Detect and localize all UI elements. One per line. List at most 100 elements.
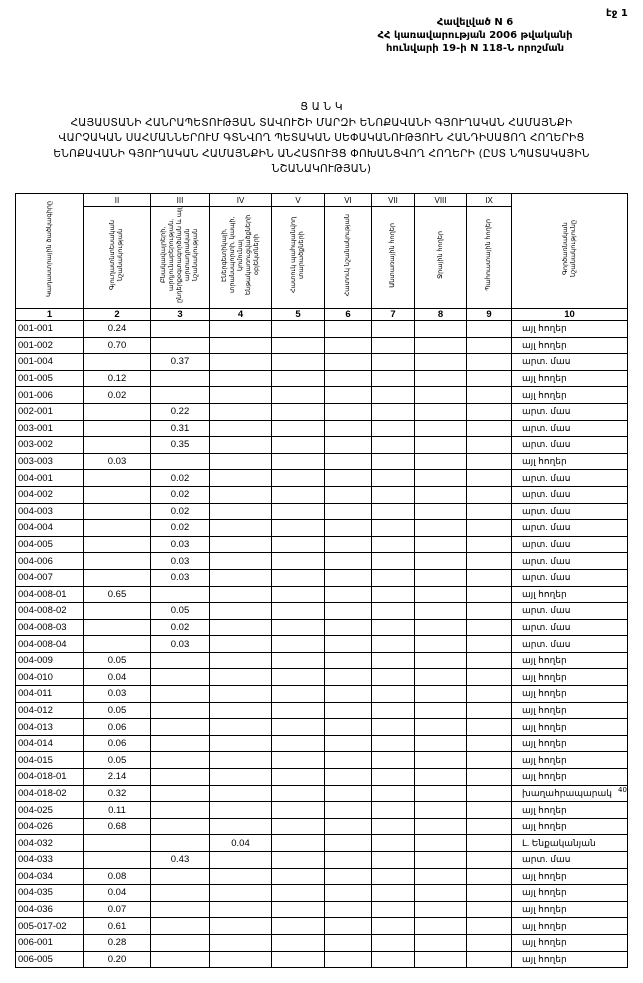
column-number: 2 — [83, 308, 151, 321]
cell — [371, 336, 415, 355]
cell — [324, 485, 372, 504]
cell — [371, 386, 415, 404]
cell — [271, 751, 325, 770]
column-number: 8 — [414, 308, 467, 321]
functional-purpose: այլ հողեր — [511, 369, 628, 388]
cell — [371, 900, 415, 919]
column-header: Հատուկ նշանակության — [324, 206, 372, 309]
agricultural-area: 0.06 — [83, 718, 151, 736]
functional-purpose: արտ. մաս — [511, 519, 628, 537]
cell — [324, 469, 372, 487]
agricultural-area — [83, 436, 151, 454]
cell — [271, 784, 325, 803]
cell — [371, 718, 415, 736]
cadastral-code: 004-035 — [15, 884, 84, 902]
agricultural-area: 0.08 — [83, 867, 151, 886]
agricultural-area: 0.04 — [83, 668, 151, 687]
cell — [414, 867, 467, 886]
cell — [371, 668, 415, 687]
settlement-area: 0.22 — [150, 402, 210, 421]
cell — [466, 668, 512, 687]
cell — [271, 402, 325, 421]
infrastructure-area — [209, 552, 272, 570]
roman-numeral: II — [83, 193, 151, 207]
agricultural-area — [83, 618, 151, 637]
column-number: 4 — [209, 308, 272, 321]
cell — [324, 519, 372, 537]
column-header: Գործառնական նշանակությունը — [511, 193, 628, 309]
cell — [414, 668, 467, 687]
agricultural-area: 0.02 — [83, 386, 151, 404]
column-number: 1 — [15, 308, 84, 321]
cell — [271, 452, 325, 471]
cell — [466, 867, 512, 886]
cell — [466, 900, 512, 919]
cadastral-code: 004-008-02 — [15, 602, 84, 620]
column-header-text: Բնակավայրերի, արդյունաբերության, ընդերքօ… — [160, 207, 199, 303]
cell — [466, 751, 512, 770]
cell — [414, 718, 467, 736]
agricultural-area — [83, 552, 151, 570]
column-header-text: Կադաստրային ծածկագիրը — [45, 200, 53, 297]
cell — [414, 320, 467, 338]
cell — [271, 519, 325, 537]
column-header-text: Հատուկ նշանակության — [344, 213, 351, 297]
cell — [271, 701, 325, 720]
infrastructure-area — [209, 950, 272, 969]
functional-purpose: այլ հողեր — [511, 685, 628, 703]
cell — [414, 917, 467, 935]
table-row: 004-009 0.05 այլ հողեր — [15, 651, 628, 670]
cell — [371, 751, 415, 770]
cell — [371, 950, 415, 969]
cell — [371, 402, 415, 421]
functional-purpose: արտ. մաս — [511, 851, 628, 869]
cell — [371, 535, 415, 554]
roman-numeral: IX — [466, 193, 512, 207]
cell — [414, 884, 467, 902]
infrastructure-area — [209, 436, 272, 454]
cadastral-code: 001-004 — [15, 353, 84, 371]
settlement-area: 0.43 — [150, 851, 210, 869]
table-row: 003-001 0.31 արտ. մաս — [15, 419, 628, 438]
cell — [466, 734, 512, 753]
infrastructure-area — [209, 851, 272, 869]
functional-purpose: այլ հողեր — [511, 884, 628, 902]
cell — [324, 851, 372, 869]
annex-line: Հավելված N 6 — [436, 17, 514, 28]
cell — [466, 933, 512, 952]
functional-purpose: այլ հողեր — [511, 817, 628, 836]
settlement-area — [150, 701, 210, 720]
cell — [414, 502, 467, 521]
cell — [324, 386, 372, 404]
cell — [371, 585, 415, 604]
agricultural-area: 0.05 — [83, 651, 151, 670]
table-row: 004-035 0.04 այլ հողեր — [15, 884, 628, 902]
functional-purpose: արտ. մաս — [511, 602, 628, 620]
cadastral-code: 006-005 — [15, 950, 84, 969]
column-number: 6 — [324, 308, 372, 321]
cell — [324, 867, 372, 886]
column-header: Էներգետիկայի, տրանսպորտի, կապի, կոմունալ… — [209, 206, 272, 309]
cadastral-code: 004-009 — [15, 651, 84, 670]
cell — [414, 618, 467, 637]
infrastructure-area — [209, 336, 272, 355]
column-number: 5 — [271, 308, 325, 321]
functional-purpose: այլ հողեր — [511, 718, 628, 736]
settlement-area: 0.35 — [150, 436, 210, 454]
functional-purpose: այլ հողեր — [511, 867, 628, 886]
table-row: 004-034 0.08 այլ հողեր — [15, 867, 628, 886]
infrastructure-area — [209, 933, 272, 952]
cell — [271, 917, 325, 935]
table-row: 004-008-04 0.03 արտ. մաս — [15, 635, 628, 653]
cadastral-code: 004-011 — [15, 685, 84, 703]
functional-purpose: այլ հողեր — [511, 701, 628, 720]
cell — [414, 369, 467, 388]
table-row: 004-011 0.03 այլ հողեր — [15, 685, 628, 703]
settlement-area — [150, 651, 210, 670]
cell — [414, 834, 467, 852]
column-header: Գյուղատնտեսական նշանակության — [83, 206, 151, 309]
agricultural-area: 0.03 — [83, 452, 151, 471]
cell — [324, 933, 372, 952]
cell — [371, 353, 415, 371]
settlement-area — [150, 668, 210, 687]
